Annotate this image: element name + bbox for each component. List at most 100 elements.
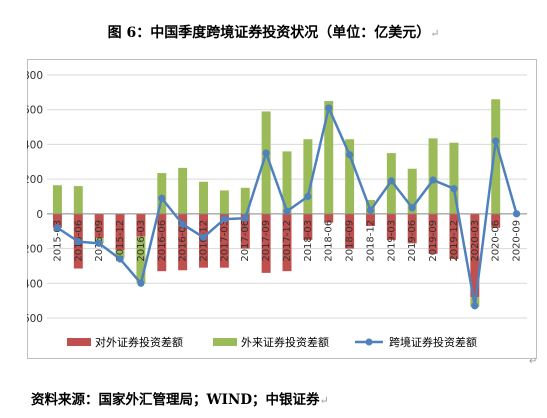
- bar-outflow: [240, 213, 250, 249]
- bar-inflow: [219, 190, 229, 214]
- x-tick-label: 2017-06: [240, 220, 251, 262]
- x-tick-label: 2017-09: [261, 220, 272, 262]
- source-note: 资料来源：国家外汇管理局；WIND；中银证券↵: [31, 388, 329, 408]
- y-tick-label: 600: [27, 105, 43, 117]
- bar-outflow: [407, 213, 417, 244]
- bar-inflow: [240, 187, 250, 214]
- net-point: [492, 137, 500, 145]
- y-tick-label: -600: [27, 313, 43, 325]
- bar-inflow: [73, 186, 83, 214]
- x-tick-label: 2020-09: [512, 220, 523, 262]
- net-point: [429, 176, 437, 184]
- chart-title: 图 6：中国季度跨境证券投资状况（单位：亿美元）↵: [0, 22, 547, 42]
- bar-inflow: [157, 173, 167, 214]
- x-tick-label: 2016-03: [136, 220, 147, 262]
- legend-label-outflow: 对外证券投资差额: [95, 335, 183, 349]
- y-tick-label: 400: [27, 139, 43, 151]
- net-point: [387, 177, 395, 185]
- bar-inflow: [178, 167, 188, 214]
- bar-inflow: [324, 101, 334, 214]
- bar-outflow: [178, 213, 188, 271]
- x-tick-label: 2015-12: [115, 220, 126, 262]
- x-tick-label: 2019-03: [386, 220, 397, 262]
- y-axis: -600 -400 -200 0 200 400 600 800: [27, 70, 43, 325]
- paragraph-mark-icon: ↵: [430, 27, 440, 40]
- y-tick-label: 0: [36, 209, 43, 221]
- bar-inflow: [345, 139, 355, 214]
- bar-inflow: [491, 99, 501, 214]
- bar-outflow: [282, 213, 292, 272]
- legend-swatch-net-marker: [365, 338, 373, 346]
- x-tick-label: 2017-12: [282, 220, 293, 262]
- x-axis: 2015-032015-062015-092015-122016-032016-…: [47, 213, 527, 262]
- bar-outflow: [345, 213, 355, 249]
- plot-frame: [27, 59, 537, 359]
- x-tick-label: 2016-06: [157, 220, 168, 262]
- net-point: [408, 204, 416, 212]
- bar-inflow: [303, 139, 313, 214]
- net-point: [220, 215, 228, 223]
- bar-outflow: [491, 213, 501, 228]
- chart-title-text: 图 6：中国季度跨境证券投资状况（单位：亿美元）: [107, 25, 431, 41]
- bar-outflow: [157, 213, 167, 272]
- paragraph-mark-icon-2: ↵: [529, 356, 538, 367]
- x-tick-label: 2018-09: [345, 220, 356, 262]
- y-tick-label: -400: [27, 278, 43, 290]
- bar-outflow: [324, 213, 334, 223]
- legend-swatch-outflow: [67, 338, 91, 346]
- bar-outflow: [261, 213, 271, 273]
- net-point: [53, 224, 62, 232]
- paragraph-mark-icon-3: ↵: [319, 394, 329, 407]
- net-point: [346, 151, 354, 159]
- legend: 对外证券投资差额 外来证券投资差额 跨境证券投资差额: [67, 335, 477, 349]
- legend-swatch-inflow: [213, 338, 237, 346]
- bar-inflow: [449, 142, 459, 214]
- y-tick-label: 800: [27, 70, 43, 82]
- bar-inflow: [52, 185, 62, 214]
- net-point: [199, 233, 208, 241]
- net-point: [95, 239, 103, 247]
- bar-outflow: [449, 213, 459, 259]
- net-point: [74, 238, 82, 246]
- legend-label-inflow: 外来证券投资差额: [241, 335, 329, 349]
- net-point: [283, 207, 291, 215]
- bar-inflow: [428, 138, 438, 214]
- bar-outflow: [115, 213, 125, 251]
- bar-inflow: [282, 151, 292, 214]
- bar-outflow: [428, 213, 438, 254]
- x-tick-label: 2020-06: [491, 220, 502, 262]
- bar-inflow: [261, 111, 271, 214]
- bar-outflow: [470, 213, 480, 298]
- bar-outflow: [94, 213, 104, 239]
- x-tick-label: 2019-09: [428, 220, 439, 262]
- bar-outflow: [386, 213, 396, 240]
- net-point: [471, 302, 479, 310]
- x-tick-label: 2016-09: [178, 220, 189, 262]
- bar-outflow: [52, 213, 62, 228]
- x-tick-label: 2020-03: [470, 220, 481, 262]
- y-tick-label: 200: [27, 174, 43, 186]
- bar-outflow: [303, 213, 313, 240]
- bar-inflow: [136, 236, 146, 284]
- x-tick-label: 2019-06: [407, 220, 418, 262]
- net-point: [366, 206, 375, 214]
- net-point: [262, 149, 270, 157]
- x-tick-label: 2018-06: [324, 220, 335, 262]
- net-series-line: [53, 104, 521, 310]
- source-note-text: 资料来源：国家外汇管理局；WIND；中银证券: [31, 392, 320, 408]
- y-tick-label: -200: [27, 244, 43, 256]
- bar-inflow: [199, 181, 209, 214]
- x-tick-label: 2018-03: [303, 220, 314, 262]
- net-point: [512, 210, 521, 218]
- x-tick-label: 2019-12: [449, 220, 460, 262]
- net-point: [116, 255, 124, 263]
- bar-outflow: [219, 213, 229, 268]
- net-point: [325, 104, 333, 112]
- x-tick-label: 2015-03: [52, 220, 63, 262]
- bars: [52, 99, 501, 307]
- bar-inflow: [115, 250, 125, 259]
- net-point: [304, 192, 312, 201]
- bar-outflow: [365, 213, 375, 227]
- chart: -600-400-2000200400600800 2015-032015-06…: [27, 59, 537, 359]
- net-point: [137, 279, 145, 287]
